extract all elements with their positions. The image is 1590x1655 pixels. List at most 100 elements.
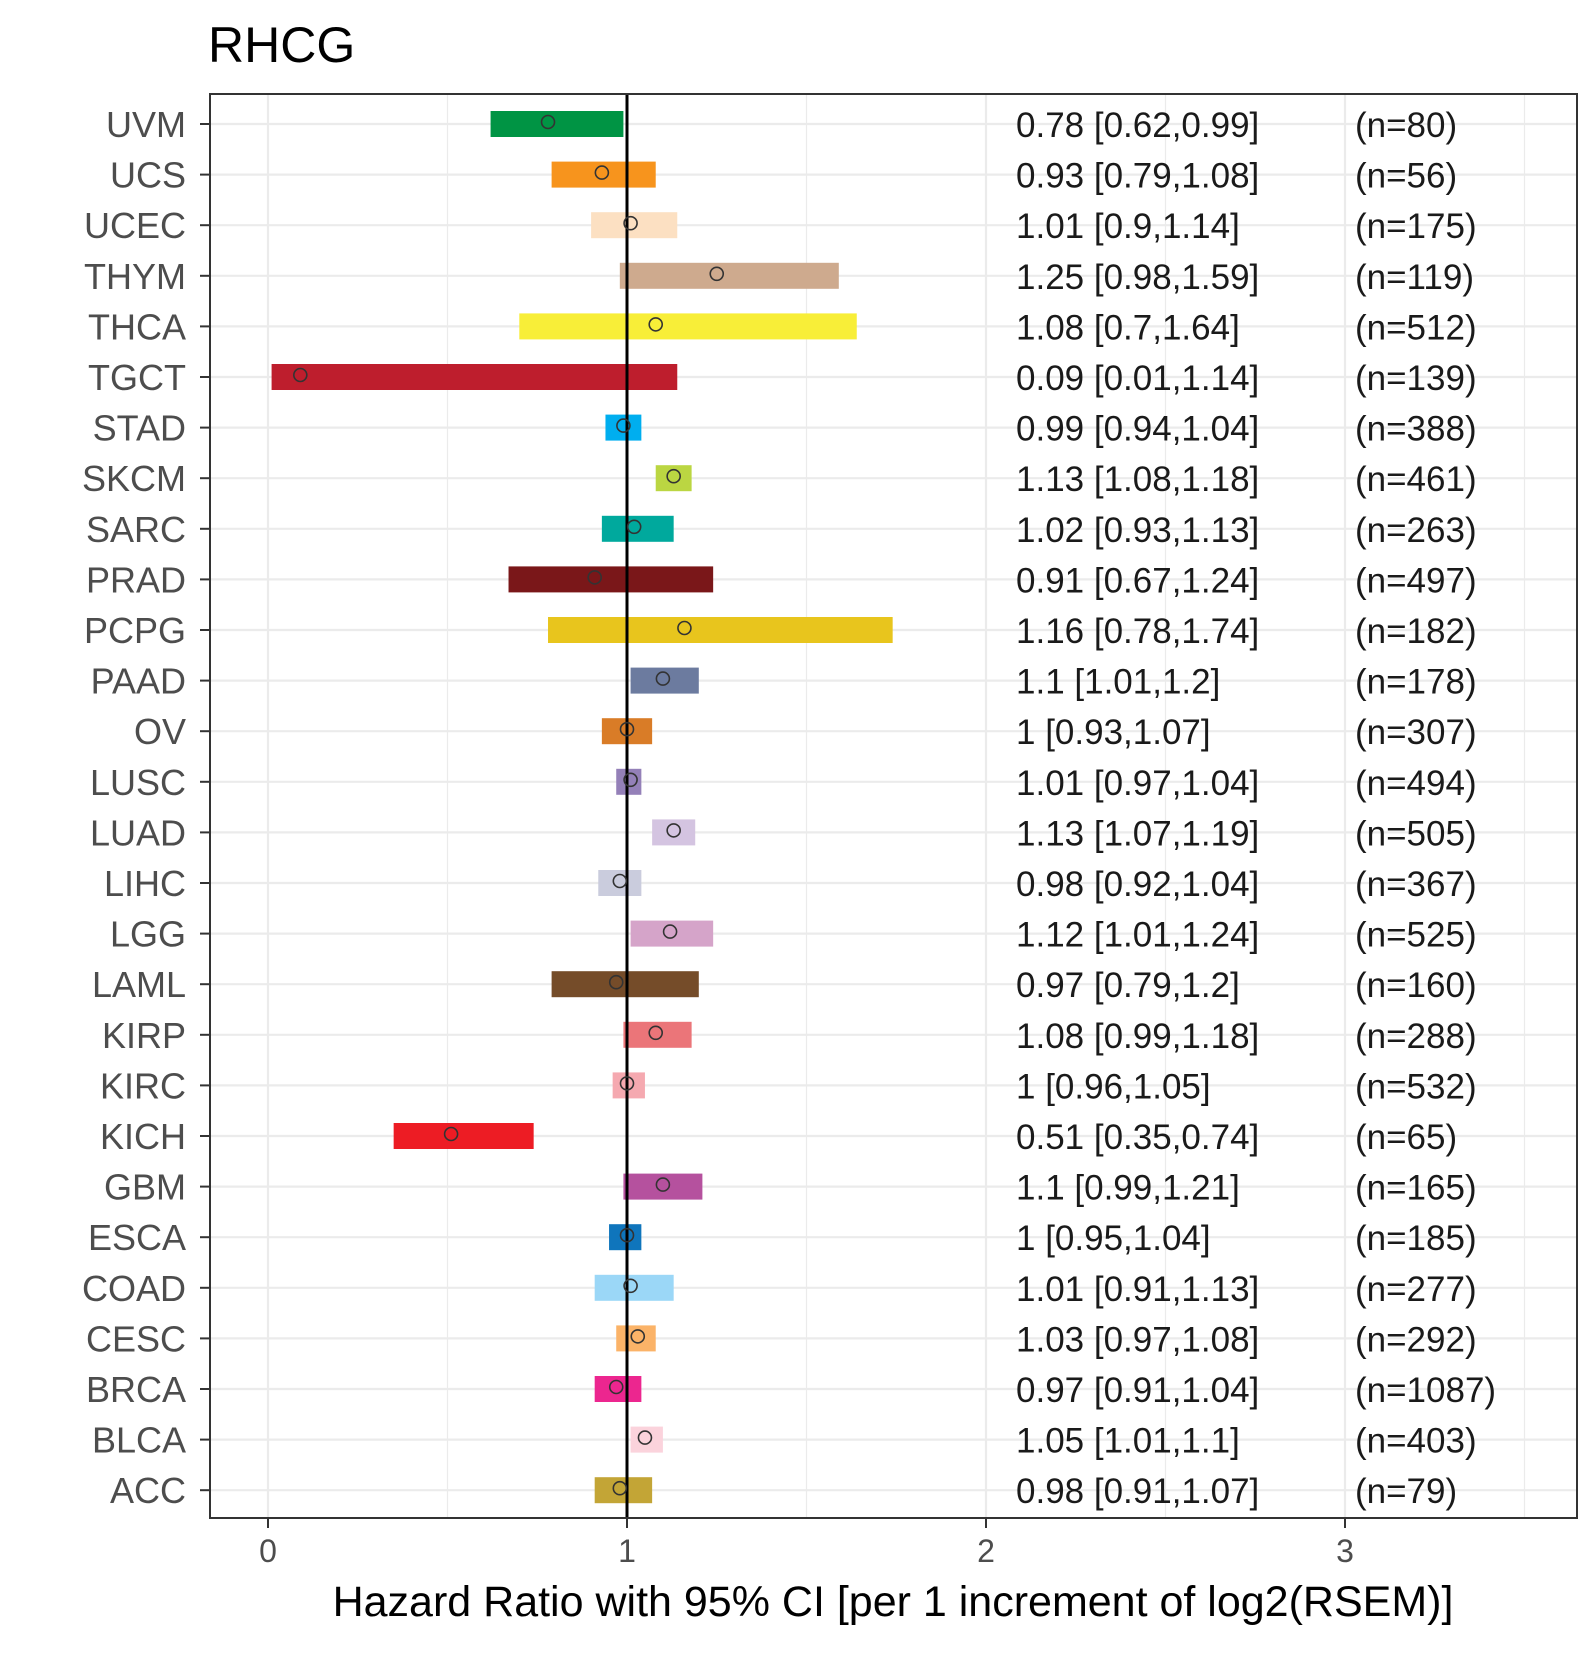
chart-title: RHCG <box>208 17 355 73</box>
y-tick-label: KICH <box>100 1116 186 1157</box>
hr-ci-text: 1 [0.96,1.05] <box>1016 1067 1211 1106</box>
hr-point <box>612 1480 628 1496</box>
ci-bar <box>594 1274 674 1301</box>
x-tick-label: 1 <box>618 1533 636 1569</box>
hr-point <box>623 1278 638 1294</box>
y-tick-label: ACC <box>110 1470 186 1511</box>
hr-ci-text: 0.99 [0.94,1.04] <box>1016 410 1259 449</box>
sample-size-text: (n=403) <box>1355 1422 1477 1461</box>
y-tick-label: LUSC <box>90 762 186 803</box>
hr-point <box>666 468 681 484</box>
y-tick-label: PRAD <box>86 559 186 600</box>
sample-size-text: (n=165) <box>1355 1169 1477 1208</box>
ci-bar <box>551 971 699 998</box>
y-tick-label: COAD <box>82 1268 186 1309</box>
y-tick-label: CESC <box>86 1318 186 1359</box>
x-tick-label: 2 <box>977 1533 995 1569</box>
y-tick-label: PAAD <box>91 661 186 702</box>
hr-ci-text: 1.16 [0.78,1.74] <box>1016 612 1259 651</box>
hr-ci-text: 0.97 [0.91,1.04] <box>1016 1371 1259 1410</box>
hr-point <box>648 317 664 332</box>
y-tick-label: THCA <box>88 306 186 347</box>
sample-size-text: (n=175) <box>1355 207 1477 246</box>
y-tick-label: TGCT <box>88 357 186 398</box>
sample-size-text: (n=263) <box>1355 511 1477 550</box>
hr-point <box>443 1126 459 1142</box>
hr-point <box>619 1227 635 1243</box>
hr-point <box>623 772 638 788</box>
hr-ci-text: 0.98 [0.92,1.04] <box>1016 865 1259 904</box>
sample-size-text: (n=494) <box>1355 764 1477 803</box>
hr-point <box>709 266 725 282</box>
hr-point <box>666 823 681 838</box>
ci-bar <box>630 667 699 694</box>
hr-points <box>293 114 725 1496</box>
annotation-text: UVM 0.78 [0.62,0.99] (n=80) UCS 0.93 [0.79,1… <box>82 104 1496 1511</box>
hr-point <box>616 418 631 433</box>
ci-bar <box>619 262 839 289</box>
y-tick-label: SARC <box>86 509 186 550</box>
sample-size-text: (n=292) <box>1355 1320 1477 1359</box>
hr-ci-text: 1.03 [0.97,1.08] <box>1016 1320 1259 1359</box>
sample-size-text: (n=525) <box>1355 916 1477 955</box>
sample-size-text: (n=56) <box>1355 157 1457 196</box>
hr-point <box>619 1076 635 1091</box>
sample-size-text: (n=497) <box>1355 561 1477 600</box>
hr-ci-text: 1 [0.95,1.04] <box>1016 1219 1211 1258</box>
sample-size-text: (n=277) <box>1355 1270 1477 1309</box>
y-tick-label: LGG <box>110 914 186 955</box>
ci-bar <box>630 920 714 947</box>
hr-point <box>630 1329 646 1344</box>
hr-point <box>655 1177 671 1192</box>
y-tick-label: BLCA <box>92 1420 186 1461</box>
hr-ci-text: 0.98 [0.91,1.07] <box>1016 1472 1259 1511</box>
y-tick-label: STAD <box>93 408 186 449</box>
ci-bar <box>548 617 893 643</box>
hr-ci-text: 1.01 [0.91,1.13] <box>1016 1270 1259 1309</box>
hr-ci-text: 0.51 [0.35,0.74] <box>1016 1118 1259 1157</box>
x-axis-title: Hazard Ratio with 95% CI [per 1 incremen… <box>333 1578 1454 1626</box>
y-tick-label: LAML <box>92 964 186 1005</box>
sample-size-text: (n=185) <box>1355 1219 1477 1258</box>
hr-point <box>608 1379 624 1395</box>
hr-ci-text: 1.1 [0.99,1.21] <box>1016 1169 1240 1208</box>
sample-size-text: (n=160) <box>1355 966 1477 1005</box>
sample-size-text: (n=512) <box>1355 308 1477 347</box>
hr-ci-text: 1.1 [1.01,1.2] <box>1016 663 1220 702</box>
sample-size-text: (n=532) <box>1355 1067 1477 1106</box>
y-tick-label: THYM <box>84 256 186 297</box>
ci-bar <box>519 313 857 340</box>
sample-size-text: (n=119) <box>1355 258 1474 297</box>
hr-point <box>648 1025 664 1041</box>
ci-bar <box>271 364 678 390</box>
ci-bar <box>594 1376 642 1402</box>
sample-size-text: (n=388) <box>1355 410 1477 449</box>
y-tick-label: UVM <box>106 104 186 145</box>
hr-ci-text: 1.05 [1.01,1.1] <box>1016 1422 1240 1461</box>
hr-point <box>587 570 602 585</box>
sample-size-text: (n=307) <box>1355 713 1477 752</box>
ci-bar <box>594 1477 653 1504</box>
ci-bar <box>616 1325 656 1352</box>
ci-bar <box>490 111 624 137</box>
hr-ci-text: 0.97 [0.79,1.2] <box>1016 966 1240 1005</box>
y-tick-label: PCPG <box>84 610 186 651</box>
y-tick-label: BRCA <box>86 1369 186 1410</box>
y-tick-label: UCEC <box>84 205 186 246</box>
hr-point <box>655 671 671 686</box>
y-tick-label: OV <box>134 711 186 752</box>
hr-point <box>540 114 556 130</box>
sample-size-text: (n=461) <box>1355 460 1477 499</box>
sample-size-text: (n=1087) <box>1355 1371 1496 1410</box>
ci-bar <box>551 161 656 188</box>
sample-size-text: (n=367) <box>1355 865 1477 904</box>
x-tick-label: 0 <box>259 1533 277 1569</box>
hr-ci-text: 0.91 [0.67,1.24] <box>1016 561 1259 600</box>
sample-size-text: (n=79) <box>1355 1472 1457 1511</box>
ci-bar <box>601 515 674 542</box>
y-tick-label: ESCA <box>88 1217 186 1258</box>
sample-size-text: (n=182) <box>1355 612 1477 651</box>
